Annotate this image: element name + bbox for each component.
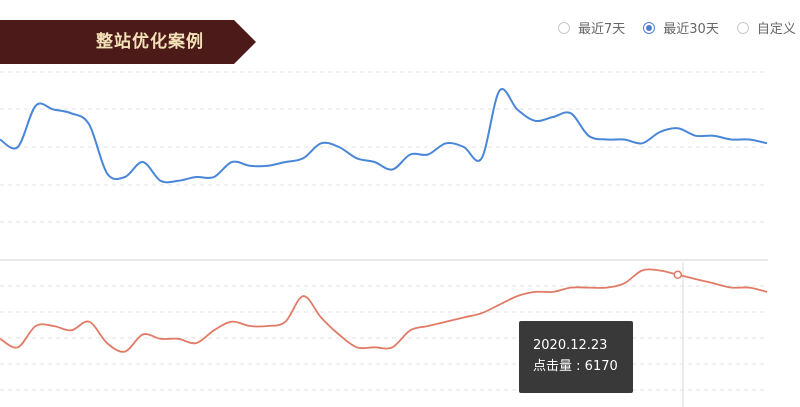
range-option-label: 自定义 xyxy=(756,22,796,37)
chart-grid-bottom xyxy=(0,285,768,391)
tooltip-value: 6170 xyxy=(584,359,618,374)
radio-checked-icon[interactable] xyxy=(643,21,656,34)
range-option-custom[interactable]: 自定义 xyxy=(736,18,796,37)
range-option-label: 最近30天 xyxy=(663,22,719,37)
hover-point[interactable] xyxy=(673,270,683,280)
tooltip-metric: 点击量 : 6170 xyxy=(533,359,618,374)
chart-tooltip: 2020.12.23 点击量 : 6170 xyxy=(519,321,633,393)
range-option-7-days[interactable]: 最近7天 xyxy=(558,18,625,37)
series-line-blue xyxy=(0,88,768,184)
radio-icon[interactable] xyxy=(736,21,749,34)
section-title: 整站优化案例 xyxy=(96,32,204,52)
tooltip-date: 2020.12.23 xyxy=(533,338,608,353)
range-option-30-days[interactable]: 最近30天 xyxy=(643,18,719,37)
range-option-label: 最近7天 xyxy=(578,22,626,37)
series-line-red xyxy=(0,268,768,353)
banner-shape xyxy=(0,20,256,64)
radio-icon[interactable] xyxy=(558,21,570,34)
tooltip-label: 点击量 xyxy=(533,359,573,374)
chart-grid-top xyxy=(0,71,768,223)
section-banner: 整站优化案例 xyxy=(0,20,256,64)
date-range-selector: 最近7天 最近30天 自定义 xyxy=(558,18,796,37)
